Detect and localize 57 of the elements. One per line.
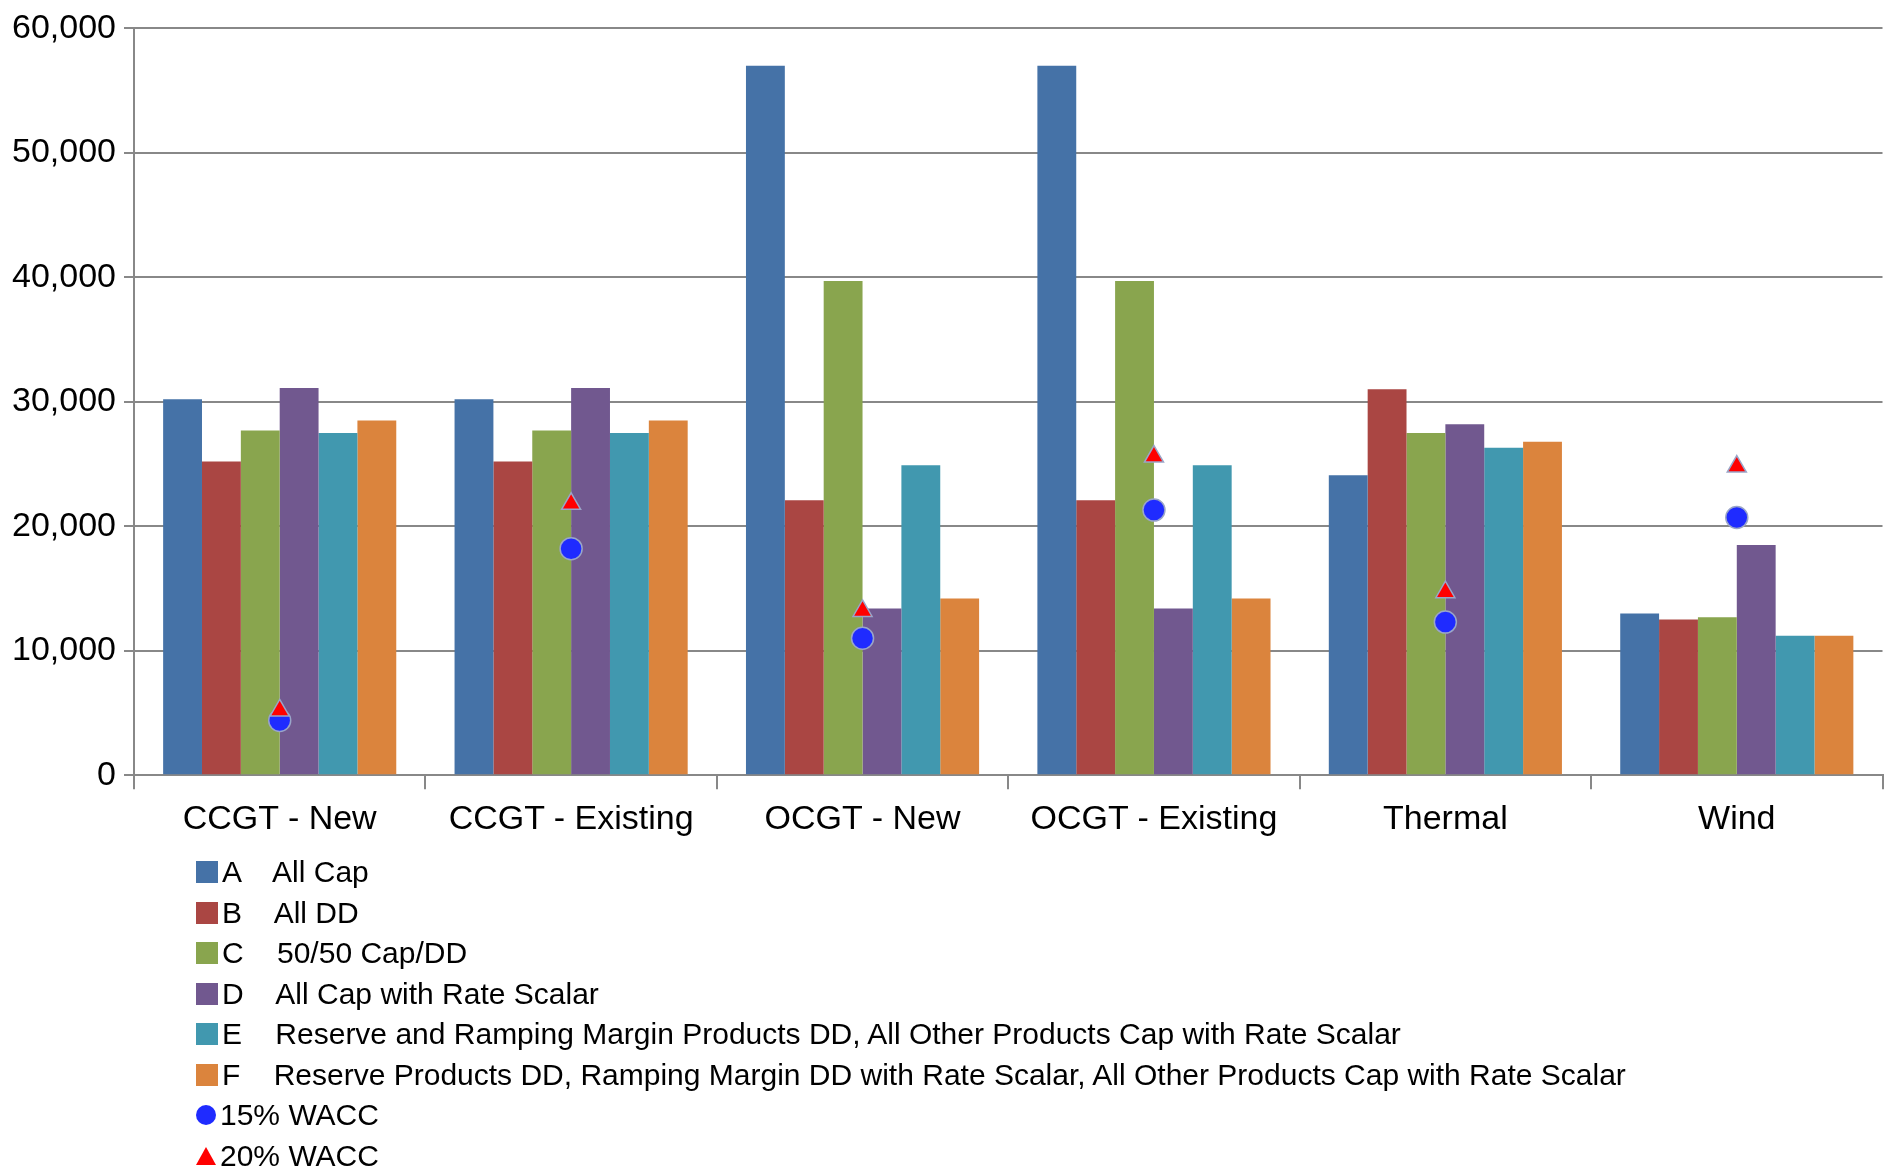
bar <box>823 281 863 775</box>
bar <box>1192 465 1232 775</box>
legend-label: A All Cap <box>222 855 369 890</box>
bar <box>745 65 785 775</box>
bar <box>1523 441 1562 775</box>
bar <box>532 430 572 775</box>
x-tick-label: OCGT - Existing <box>1030 797 1278 836</box>
bar <box>1484 447 1524 775</box>
x-tick-label: CCGT - Existing <box>448 797 694 836</box>
bar <box>1814 635 1854 775</box>
bar <box>901 465 941 775</box>
bar <box>279 388 319 775</box>
bar <box>648 420 688 775</box>
bar <box>940 598 980 775</box>
bar <box>609 432 649 775</box>
y-tick-label: 60,000 <box>11 6 116 45</box>
bar <box>1659 619 1698 775</box>
bar <box>1445 424 1485 775</box>
bar <box>1037 65 1077 775</box>
bar <box>318 432 358 775</box>
bar <box>571 388 610 775</box>
legend-label: E Reserve and Ramping Margin Products DD, All Other Products Cap with Rate Scalar <box>222 1017 1401 1052</box>
bar <box>163 399 202 775</box>
y-tick-label: 10,000 <box>11 629 116 668</box>
bar <box>862 608 902 775</box>
x-tick-label: OCGT - New <box>764 797 961 836</box>
legend-label: C 50/50 Cap/DD <box>222 936 468 971</box>
bar <box>784 500 824 775</box>
y-tick-label: 0 <box>97 753 116 792</box>
bar <box>201 461 241 775</box>
y-tick-label: 30,000 <box>11 380 116 419</box>
x-tick-label: Thermal <box>1383 797 1508 836</box>
legend-label: B All DD <box>222 895 359 930</box>
bar <box>1076 500 1116 775</box>
y-tick-label: 50,000 <box>11 131 116 170</box>
bar <box>1115 281 1154 775</box>
bar <box>1153 608 1193 775</box>
legend-label: D All Cap with Rate Scalar <box>222 976 599 1011</box>
x-tick-label: CCGT - New <box>182 797 378 836</box>
bar <box>1736 544 1776 775</box>
bar <box>1328 475 1368 775</box>
bar <box>357 420 397 775</box>
bar <box>1775 635 1815 775</box>
bar <box>1406 432 1446 775</box>
bar <box>1697 617 1737 775</box>
y-tick-label: 20,000 <box>11 504 116 543</box>
bar <box>240 430 280 775</box>
bar <box>1231 598 1271 775</box>
bar <box>493 461 533 775</box>
bar <box>1620 613 1660 775</box>
x-tick-label: Wind <box>1698 797 1776 836</box>
y-tick-label: 40,000 <box>11 255 116 294</box>
legend-label: 15% WACC <box>220 1098 379 1133</box>
bar <box>1367 389 1407 775</box>
bar <box>454 399 494 775</box>
legend-label: 20% WACC <box>220 1138 379 1170</box>
legend-label: F Reserve Products DD, Ramping Margin DD with Rate Scalar, All Other Products Cap with Rate Scalar <box>222 1057 1626 1092</box>
